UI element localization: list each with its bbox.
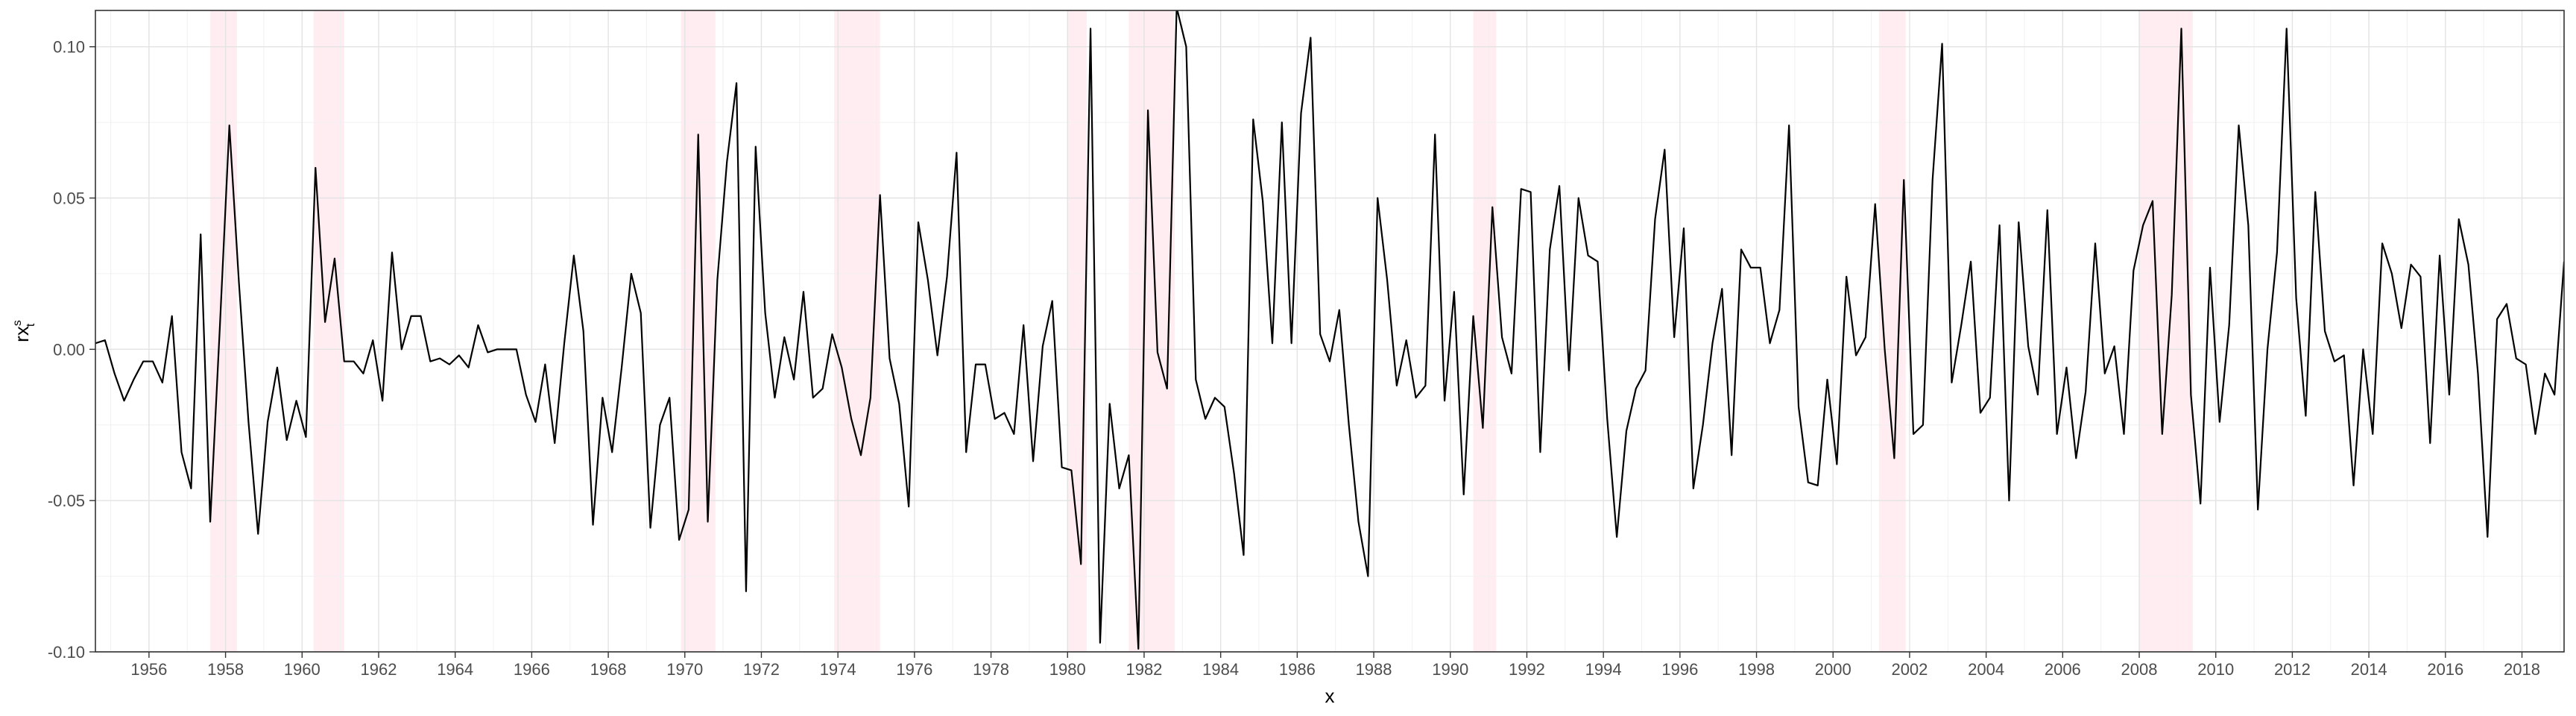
y-tick-label: -0.10 xyxy=(48,643,85,662)
x-tick-label: 1982 xyxy=(1126,660,1162,679)
x-axis-title: x xyxy=(1325,685,1335,707)
recession-band xyxy=(210,10,237,652)
x-tick-label: 2008 xyxy=(2121,660,2158,679)
panel-border xyxy=(95,10,2565,653)
series-layer xyxy=(95,10,2564,650)
x-tick-label: 1962 xyxy=(361,660,397,679)
x-tick-label: 1960 xyxy=(284,660,321,679)
y-tick-label: 0.00 xyxy=(53,340,85,359)
x-tick-label: 2012 xyxy=(2274,660,2311,679)
recession-shading-layer xyxy=(210,10,2193,652)
y-tick-label: -0.05 xyxy=(48,492,85,510)
x-tick-label: 1996 xyxy=(1661,660,1698,679)
series-line xyxy=(95,10,2564,650)
recession-band xyxy=(2139,10,2193,652)
x-tick-label: 1968 xyxy=(590,660,627,679)
x-tick-label: 1958 xyxy=(207,660,244,679)
x-tick-label: 2016 xyxy=(2427,660,2463,679)
x-tick-label: 2014 xyxy=(2351,660,2387,679)
y-axis-ticks: -0.10 -0.05 0.00 0.05 0.10 xyxy=(48,38,95,662)
x-tick-label: 1998 xyxy=(1738,660,1775,679)
x-tick-label: 1984 xyxy=(1202,660,1239,679)
x-tick-label: 2000 xyxy=(1815,660,1852,679)
grid-layer xyxy=(95,10,2564,653)
x-tick-label: 2018 xyxy=(2504,660,2540,679)
x-tick-label: 1990 xyxy=(1432,660,1468,679)
x-tick-label: 2010 xyxy=(2197,660,2234,679)
x-tick-label: 2006 xyxy=(2045,660,2081,679)
x-tick-label: 2002 xyxy=(1891,660,1928,679)
x-tick-label: 1992 xyxy=(1509,660,1545,679)
recession-band xyxy=(1473,10,1497,652)
x-tick-label: 1988 xyxy=(1356,660,1392,679)
x-tick-label: 1964 xyxy=(437,660,473,679)
recession-band xyxy=(313,10,344,652)
y-axis-title: rxst xyxy=(10,320,37,342)
x-tick-label: 1980 xyxy=(1049,660,1086,679)
x-tick-label: 1956 xyxy=(130,660,167,679)
x-tick-label: 1978 xyxy=(973,660,1009,679)
x-axis-ticks: 1956 1958 1960 1962 1964 1966 1968 1970 1972 1974… xyxy=(130,652,2540,679)
x-tick-label: 1970 xyxy=(666,660,703,679)
x-tick-label: 1972 xyxy=(743,660,780,679)
x-tick-label: 1966 xyxy=(514,660,550,679)
recession-band xyxy=(1067,10,1087,652)
x-tick-label: 1974 xyxy=(820,660,856,679)
x-tick-label: 1994 xyxy=(1585,660,1622,679)
x-tick-label: 1976 xyxy=(896,660,932,679)
recession-band xyxy=(834,10,880,652)
y-tick-label: 0.05 xyxy=(53,189,85,208)
y-axis-title-superscript: s xyxy=(11,320,24,326)
x-tick-label: 2004 xyxy=(1968,660,2004,679)
y-axis-title-subscript: t xyxy=(25,323,37,327)
recession-band xyxy=(1128,10,1175,652)
y-tick-label: 0.10 xyxy=(53,38,85,57)
x-tick-label: 1986 xyxy=(1279,660,1316,679)
recession-band xyxy=(681,10,716,652)
y-axis-title-main: rx xyxy=(10,326,33,342)
